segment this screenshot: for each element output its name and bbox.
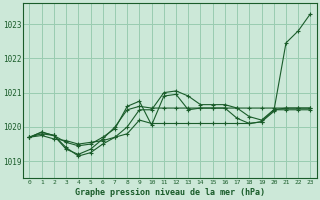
X-axis label: Graphe pression niveau de la mer (hPa): Graphe pression niveau de la mer (hPa) — [75, 188, 265, 197]
